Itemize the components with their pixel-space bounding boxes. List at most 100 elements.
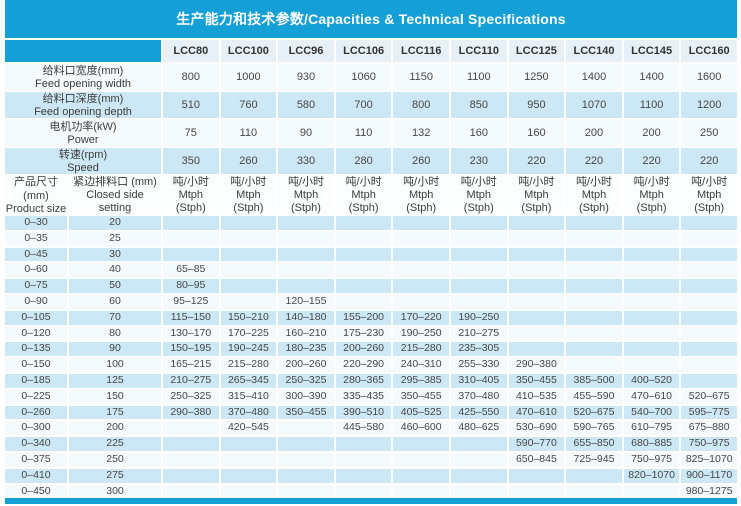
product-size-cell: 0–75 xyxy=(5,279,67,293)
spec-value-text: 1060 xyxy=(351,70,376,83)
capacity-cell xyxy=(623,342,680,357)
capacity-cell: 250–325 xyxy=(163,389,219,404)
spec-value-text: 75 xyxy=(184,126,197,139)
capacity-cell: 200–260 xyxy=(335,342,392,357)
capacity-cell: 390–510 xyxy=(335,405,392,420)
spec-value: 200 xyxy=(623,120,680,146)
capacity-cell xyxy=(623,216,680,230)
spec-value-text: 760 xyxy=(239,98,258,111)
capacity-cell: 200–260 xyxy=(278,358,334,372)
spec-label-text: 给料口深度(mm) xyxy=(42,92,124,105)
model-header: LCC116 xyxy=(393,40,449,62)
spec-label: 给料口深度(mm) Feed opening depth xyxy=(5,92,161,118)
spec-value-text: 1100 xyxy=(639,98,664,111)
capacity-cell-text: 725–945 xyxy=(573,452,615,465)
spec-value: 110 xyxy=(335,120,392,146)
product-size-cell-text: 0–120 xyxy=(21,326,51,339)
capacity-cell xyxy=(450,279,507,293)
capacity-cell: 410–535 xyxy=(508,389,565,404)
capacity-cell xyxy=(681,247,737,262)
spec-value: 200 xyxy=(566,120,622,146)
product-size-cell-text: 0–105 xyxy=(21,310,51,323)
product-size-cell-text: 0–150 xyxy=(21,358,51,371)
capacity-cell xyxy=(278,468,334,483)
capacity-cell: 130–170 xyxy=(163,326,219,341)
spec-value: 580 xyxy=(278,92,334,118)
capacity-cell-text: 445–580 xyxy=(343,421,385,434)
spec-value: 250 xyxy=(681,120,737,146)
spec-value-text: 220 xyxy=(700,154,719,167)
spec-value: 132 xyxy=(393,120,449,146)
capacity-unit-header-text: Mtph (Stph) xyxy=(233,189,264,214)
capacity-cell: 290–380 xyxy=(508,358,565,372)
capacity-cell: 295–385 xyxy=(393,373,449,388)
capacity-cell xyxy=(450,452,507,467)
spec-value: 800 xyxy=(393,92,449,118)
capacity-cell-text: 160–210 xyxy=(285,326,327,339)
closed-side-setting-cell-text: 25 xyxy=(109,231,121,244)
spec-value-text: 850 xyxy=(469,98,488,111)
closed-side-setting-cell: 100 xyxy=(69,358,161,372)
spec-value-text: 200 xyxy=(584,126,604,139)
capacity-cell: 385–500 xyxy=(566,373,622,388)
model-header: LCC106 xyxy=(335,40,392,62)
capacity-cell-text: 210–275 xyxy=(458,326,500,339)
product-size-cell: 0–185 xyxy=(5,373,67,388)
capacity-cell xyxy=(681,294,737,309)
capacity-cell xyxy=(220,231,277,246)
capacity-cell xyxy=(450,294,507,309)
capacity-unit-header-text: Mtph (Stph) xyxy=(291,189,321,214)
capacity-cell-text: 470–610 xyxy=(515,405,557,418)
capacity-cell xyxy=(278,484,334,499)
closed-side-setting-cell-text: 150 xyxy=(106,389,124,402)
model-header: LCC145 xyxy=(623,40,680,62)
capacity-cell-text: 155–200 xyxy=(343,310,385,323)
capacity-unit-header: 吨/小时 Mtph (Stph) xyxy=(393,176,449,214)
capacity-cell: 170–225 xyxy=(220,326,277,341)
capacity-cell: 150–195 xyxy=(163,342,219,357)
closed-side-setting-cell-text: 20 xyxy=(109,216,121,228)
capacity-cell xyxy=(681,231,737,246)
spec-value: 1200 xyxy=(681,92,737,118)
capacity-cell-text: 530–690 xyxy=(515,421,557,434)
capacity-cell xyxy=(566,342,622,357)
capacity-cell: 590–770 xyxy=(508,437,565,451)
spec-value-text: 1250 xyxy=(524,70,549,83)
capacity-cell-text: 350–455 xyxy=(285,405,327,418)
capacity-cell: 180–235 xyxy=(278,342,334,357)
capacity-cell xyxy=(623,484,680,499)
spec-value: 75 xyxy=(163,120,219,146)
model-header: LCC125 xyxy=(508,40,565,62)
capacity-cell-text: 280–365 xyxy=(343,373,385,386)
spec-value: 1400 xyxy=(623,64,680,90)
capacity-cell xyxy=(220,263,277,278)
product-size-cell: 0–135 xyxy=(5,342,67,357)
capacity-cell xyxy=(623,263,680,278)
capacity-cell xyxy=(623,326,680,341)
capacity-cell xyxy=(335,294,392,309)
capacity-cell: 980–1275 xyxy=(681,484,737,499)
capacity-cell-text: 460–600 xyxy=(400,421,442,434)
capacity-cell xyxy=(278,452,334,467)
capacity-cell xyxy=(335,263,392,278)
capacity-cell: 95–125 xyxy=(163,294,219,309)
capacity-cell xyxy=(335,452,392,467)
spec-value: 1150 xyxy=(393,64,449,90)
capacity-cell: 215–280 xyxy=(220,358,277,372)
capacity-cell xyxy=(566,263,622,278)
closed-side-setting-cell-text: 60 xyxy=(109,294,121,307)
capacity-cell-text: 590–770 xyxy=(515,437,557,450)
spec-value-text: 90 xyxy=(299,126,313,139)
spec-value: 220 xyxy=(623,148,680,174)
capacity-cell-text: 200–260 xyxy=(343,342,385,355)
spec-value-text: 250 xyxy=(700,126,719,139)
capacity-cell-text: 290–380 xyxy=(170,405,212,418)
capacity-unit-header-text: Mtph (Stph) xyxy=(406,189,437,214)
capacity-cell-text: 335–435 xyxy=(343,389,385,402)
capacity-cell-text: 750–975 xyxy=(688,437,730,450)
capacity-cell-text: 400–520 xyxy=(631,373,673,386)
capacity-cell-text: 595–775 xyxy=(688,405,730,418)
capacity-cell xyxy=(220,279,277,293)
capacity-cell xyxy=(163,247,219,262)
product-size-cell-text: 0–300 xyxy=(21,421,51,434)
